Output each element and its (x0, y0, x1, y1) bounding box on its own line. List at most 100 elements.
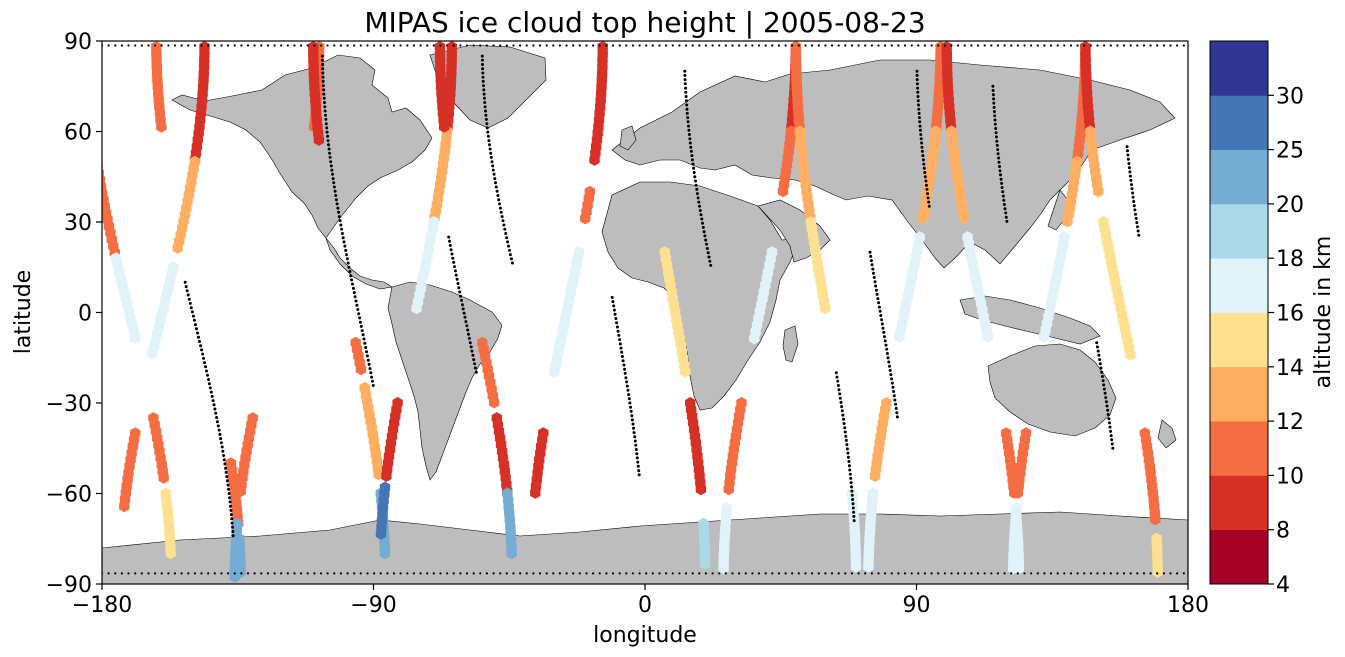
orbit-dot (446, 572, 449, 575)
orbit-dot (757, 572, 761, 575)
orbit-dot (684, 90, 688, 94)
orbit-dot (847, 464, 851, 468)
orbit-dot (321, 84, 325, 88)
cloud-marker (82, 54, 92, 66)
orbit-dot (1106, 413, 1110, 416)
orbit-dot (924, 183, 928, 187)
orbit-dot (572, 44, 575, 47)
new-zealand-landmass (1157, 419, 1177, 449)
orbit-dot (406, 572, 409, 575)
orbit-dot (1000, 181, 1004, 185)
orbit-dot (320, 54, 324, 58)
orbit-dot (504, 232, 508, 235)
orbit-dot (684, 44, 688, 47)
orbit-dot (127, 572, 130, 575)
orbit-dot (322, 96, 326, 100)
orbit-dot (611, 572, 615, 575)
orbit-dot (857, 44, 860, 47)
orbit-dot (868, 250, 872, 254)
orbit-dot (921, 158, 925, 162)
orbit-dot (612, 304, 616, 308)
orbit-dot (329, 164, 333, 168)
orbit-dot (1109, 429, 1113, 433)
orbit-dot (845, 447, 849, 451)
orbit-dot (893, 398, 897, 402)
orbit-dot (432, 44, 435, 47)
orbit-dot (545, 572, 548, 575)
orbit-dot (631, 572, 635, 575)
cloud-marker (84, 94, 94, 106)
orbit-dot (491, 168, 495, 172)
orbit-dot (472, 44, 475, 47)
orbit-dot (687, 128, 691, 132)
orbit-dot (689, 145, 693, 149)
orbit-dot (618, 572, 621, 575)
orbit-dot (891, 385, 895, 389)
orbit-dot (406, 44, 409, 47)
orbit-dot (970, 572, 973, 575)
orbit-dot (888, 364, 891, 368)
orbit-dot (114, 44, 117, 47)
orbit-dot (983, 572, 986, 575)
orbit-dot (499, 44, 502, 47)
orbit-dot (538, 44, 542, 47)
orbit-dot (688, 141, 692, 145)
orbit-dot (849, 481, 853, 485)
orbit-dot (916, 90, 920, 94)
orbit-dot (1049, 44, 1053, 47)
orbit-dot (207, 382, 211, 386)
orbit-dot (485, 44, 488, 47)
orbit-dot (186, 293, 190, 297)
orbit-dot (532, 572, 535, 575)
orbit-dot (997, 156, 1001, 160)
orbit-dot (227, 492, 231, 495)
orbit-dot (844, 434, 848, 438)
orbit-dot (697, 200, 701, 204)
orbit-dot (215, 416, 219, 419)
orbit-dot (498, 206, 502, 210)
orbit-dot (1149, 44, 1152, 47)
orbit-dot (598, 572, 601, 575)
orbit-dot (850, 493, 854, 497)
orbit-dot (633, 435, 637, 439)
orbit-dot (915, 78, 919, 82)
orbit-dot (970, 44, 973, 47)
orbit-dot (757, 44, 761, 47)
orbit-dot (996, 44, 1000, 47)
cloud-marker (723, 483, 734, 496)
orbit-dot (930, 44, 933, 47)
y-axis-label: latitude (11, 270, 36, 354)
orbit-dot (692, 166, 696, 170)
orbit-dot (709, 263, 713, 267)
orbit-dot (693, 175, 697, 179)
orbit-dot (496, 194, 500, 197)
x-tick-label: 0 (638, 593, 652, 618)
orbit-dot (804, 44, 807, 47)
orbit-dot (636, 464, 640, 468)
orbit-dot (1036, 572, 1039, 575)
orbit-dot (695, 192, 699, 196)
orbit-dot (215, 420, 219, 424)
orbit-dot (878, 309, 882, 313)
cloud-marker (777, 185, 789, 198)
x-tick-label: −90 (350, 593, 396, 618)
orbit-dot (1056, 44, 1059, 47)
orbit-dot (481, 71, 485, 75)
orbit-dot (507, 244, 510, 248)
orbit-dot (453, 265, 456, 269)
orbit-dot (704, 238, 708, 242)
orbit-dot (1103, 44, 1106, 47)
orbit-dot (698, 572, 701, 575)
orbit-dot (852, 510, 856, 514)
orbit-dot (323, 101, 326, 104)
orbit-dot (197, 335, 200, 339)
orbit-dot (869, 259, 873, 263)
cloud-marker (147, 347, 158, 360)
orbit-dot (498, 202, 501, 206)
orbit-dot (671, 44, 674, 47)
orbit-dot (426, 44, 429, 47)
orbit-dot (227, 487, 230, 491)
cloud-marker (869, 470, 881, 482)
orbit-dot (412, 44, 415, 47)
orbit-dot (467, 336, 471, 340)
